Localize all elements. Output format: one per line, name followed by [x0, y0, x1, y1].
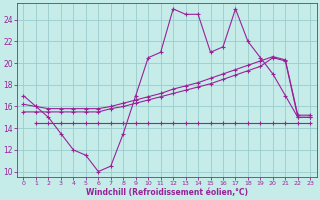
X-axis label: Windchill (Refroidissement éolien,°C): Windchill (Refroidissement éolien,°C)	[86, 188, 248, 197]
